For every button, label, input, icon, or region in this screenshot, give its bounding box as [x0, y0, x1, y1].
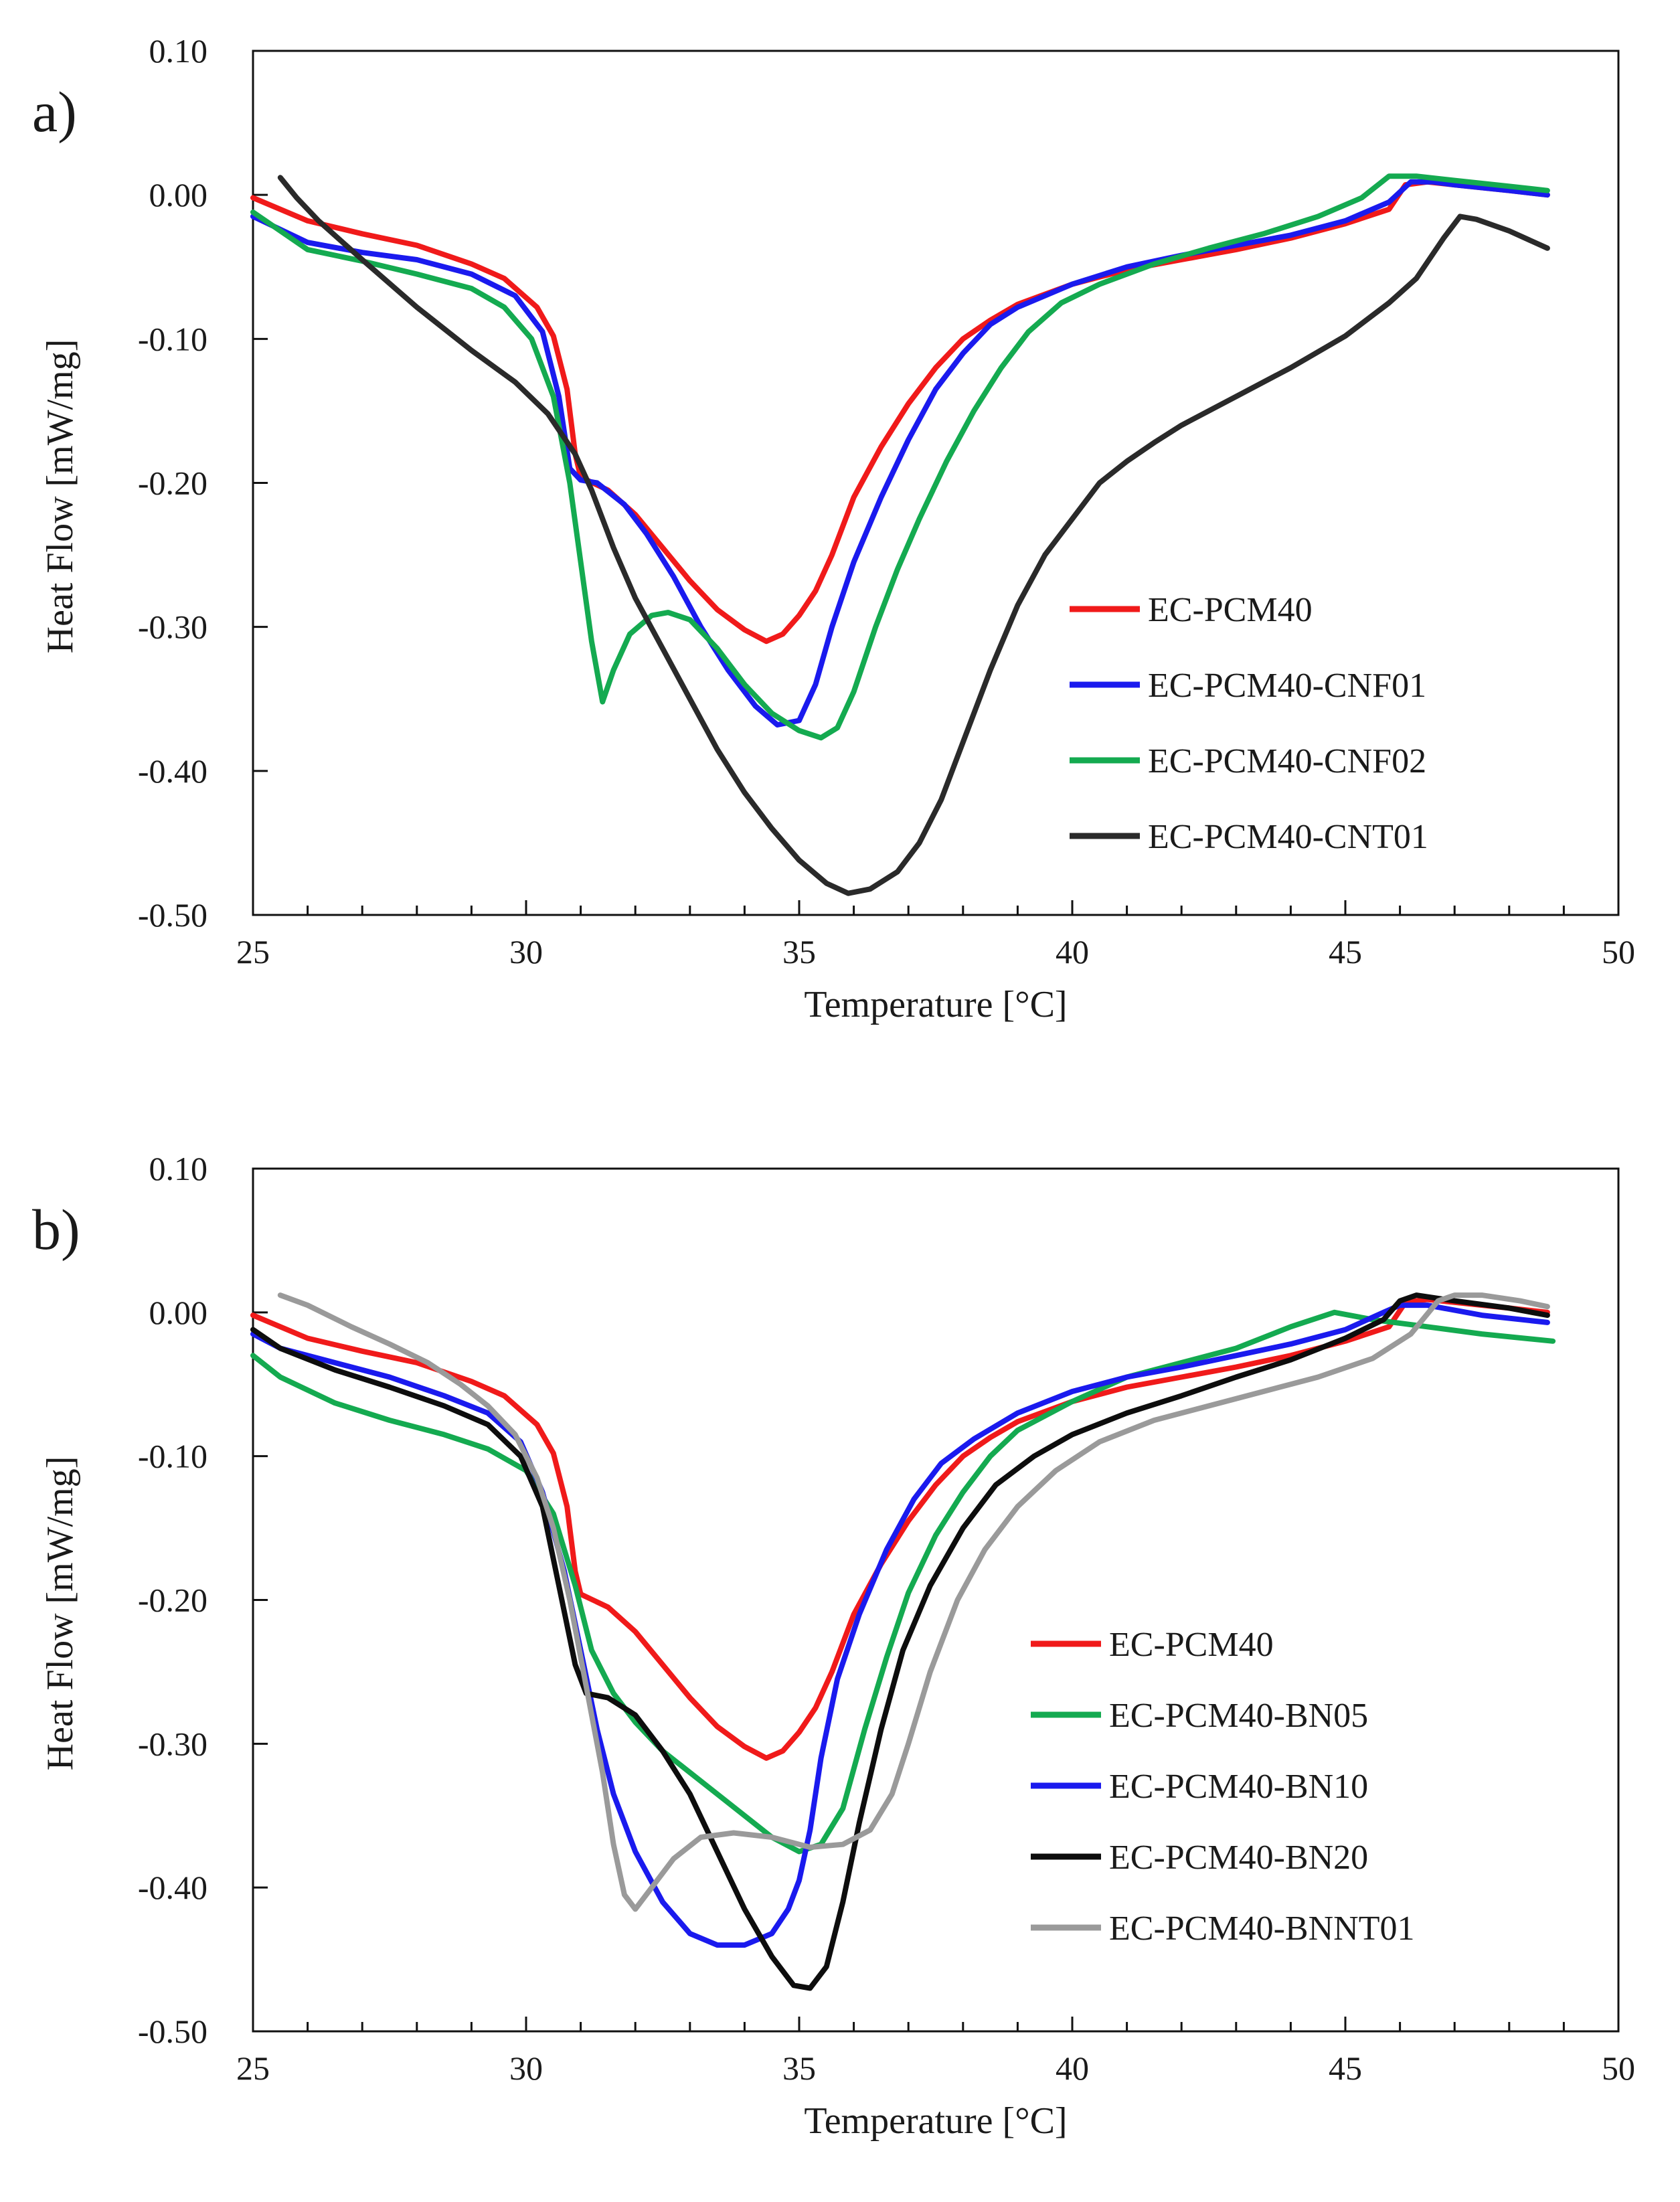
y-tick-label: -0.10 [138, 1438, 207, 1475]
legend-label: EC-PCM40-CNF02 [1148, 742, 1426, 780]
panel-label: a) [32, 80, 77, 144]
x-axis-title: Temperature [°C] [804, 2100, 1067, 2142]
panel-b: 25 30 35 40 45 50 0.10 0.00 -0.10 -0.20 -0.30 -0.40… [32, 1150, 1635, 2142]
legend-label: EC-PCM40 [1109, 1626, 1274, 1664]
y-tick-label: -0.30 [138, 608, 207, 646]
x-tick-label: 25 [236, 933, 270, 970]
x-tick-label: 30 [509, 2049, 543, 2087]
y-axis-title: Heat Flow [mW/mg] [39, 339, 81, 654]
series-line-ec-pcm40-cnf02 [250, 173, 1550, 741]
legend-label: EC-PCM40 [1148, 591, 1313, 629]
series-line-ec-pcm40 [250, 179, 1550, 645]
y-tick-label: -0.20 [138, 464, 207, 502]
y-tick-label: -0.40 [138, 752, 207, 790]
y-tick-label: 0.10 [149, 1150, 208, 1187]
series-line-ec-pcm40-cnf01 [250, 179, 1550, 728]
y-tick-label: -0.50 [138, 896, 207, 934]
x-axis-title: Temperature [°C] [804, 984, 1067, 1025]
x-tick-label: 40 [1056, 2049, 1089, 2087]
x-tick-label: 45 [1329, 933, 1362, 970]
x-tick-label: 25 [236, 2049, 270, 2087]
legend: EC-PCM40 EC-PCM40-BN05 EC-PCM40-BN10 EC-PCM… [1031, 1626, 1414, 1948]
legend: EC-PCM40 EC-PCM40-CNF01 EC-PCM40-CNF02 EC-P… [1070, 591, 1428, 856]
legend-label: EC-PCM40-BN20 [1109, 1839, 1368, 1877]
x-tick-label: 35 [782, 933, 816, 970]
x-tick-label: 35 [782, 2049, 816, 2087]
y-tick-label: 0.00 [149, 176, 208, 214]
y-tick-label: 0.00 [149, 1294, 208, 1331]
legend-label: EC-PCM40-CNT01 [1148, 818, 1428, 856]
x-tick-label: 50 [1602, 2049, 1635, 2087]
legend-label: EC-PCM40-BNNT01 [1109, 1910, 1414, 1948]
series-line-ec-pcm40-bn20 [250, 1292, 1550, 1991]
y-tick-label: -0.30 [138, 1725, 207, 1762]
y-tick-label: -0.10 [138, 320, 207, 357]
y-tick-label: -0.40 [138, 1869, 207, 1906]
panel-a: 25 30 35 40 45 50 0.10 0.00 -0.10 -0.20 -0.30 -0.40… [32, 32, 1635, 1025]
y-tick-label: -0.20 [138, 1582, 207, 1619]
x-tick-label: 50 [1602, 933, 1635, 970]
series-line-ec-pcm40-cnt01 [277, 175, 1550, 896]
y-tick-label: -0.50 [138, 2013, 207, 2050]
legend-label: EC-PCM40-BN10 [1109, 1768, 1368, 1806]
legend-label: EC-PCM40-BN05 [1109, 1697, 1368, 1735]
x-tick-label: 30 [509, 933, 543, 970]
legend-label: EC-PCM40-CNF01 [1148, 667, 1426, 705]
series-line-ec-pcm40-bnnt01 [277, 1292, 1550, 1912]
y-tick-label: 0.10 [149, 32, 208, 70]
panel-label: b) [32, 1197, 80, 1262]
y-axis-title: Heat Flow [mW/mg] [39, 1456, 81, 1771]
x-tick-label: 40 [1056, 933, 1089, 970]
x-tick-label: 45 [1329, 2049, 1362, 2087]
